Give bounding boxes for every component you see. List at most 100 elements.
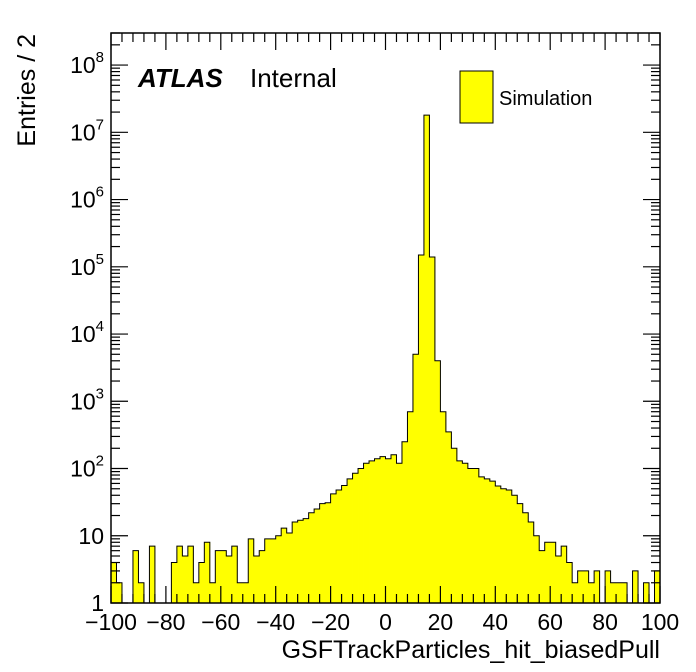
histogram-bin: [478, 476, 485, 603]
histogram-outline: [110, 114, 661, 604]
histogram-bin: [292, 522, 299, 603]
histogram-bin: [281, 528, 288, 603]
histogram-bin: [330, 493, 337, 603]
histogram-bin: [341, 485, 348, 603]
histogram-bin: [187, 546, 194, 603]
y-tick-label: 1: [91, 590, 104, 616]
histogram-bin: [116, 582, 123, 603]
histogram-bin: [632, 570, 639, 603]
histogram-bin: [473, 468, 480, 603]
histogram-bin: [176, 546, 183, 603]
y-tick-label: 106: [70, 184, 104, 213]
histogram-bin: [237, 582, 244, 603]
histogram-bin: [495, 485, 502, 603]
histogram-bin: [374, 458, 381, 603]
histogram-bin: [259, 550, 266, 603]
histogram-bin: [358, 468, 364, 603]
histogram-bin: [539, 550, 546, 603]
y-tick-label: 105: [70, 251, 104, 280]
histogram-bin: [572, 582, 579, 603]
histogram-bin: [418, 254, 425, 603]
histogram-bin: [500, 488, 507, 603]
histogram-bin: [654, 570, 661, 603]
histogram-bin: [303, 518, 310, 603]
histogram-bin: [132, 550, 139, 603]
histogram-bin: [456, 460, 463, 603]
histogram-bin: [506, 489, 513, 603]
legend-swatch: [459, 70, 494, 124]
histogram-bin: [544, 542, 551, 603]
histogram-bin: [533, 535, 540, 603]
histogram-bin: [369, 460, 375, 603]
x-tick-label: 40: [483, 609, 509, 635]
histogram-bin: [566, 562, 573, 603]
x-axis-title: GSFTrackParticles_hit_biasedPull: [282, 636, 660, 664]
x-tick-label: −60: [201, 609, 240, 635]
histogram-bin: [451, 448, 458, 603]
histogram-bin: [467, 468, 474, 603]
histogram-bin: [297, 520, 304, 603]
histogram-bin: [248, 538, 255, 603]
x-tick-label: 0: [379, 609, 392, 635]
histogram-bin: [407, 411, 414, 603]
histogram-bin: [308, 512, 315, 603]
histogram-bin: [434, 360, 441, 603]
histogram-bin: [577, 570, 584, 603]
histogram-bin: [193, 582, 200, 603]
x-tick-label: 60: [537, 609, 563, 635]
y-tick-label: 107: [70, 116, 104, 145]
x-tick-label: 80: [592, 609, 618, 635]
histogram-bin: [220, 550, 227, 603]
histogram-bin: [445, 431, 452, 603]
histogram-bin: [429, 256, 436, 603]
histogram-bin: [610, 582, 617, 603]
histogram-bin: [484, 478, 491, 603]
histogram-bin: [319, 503, 326, 603]
histogram-bin: [253, 556, 260, 603]
histogram-bin: [423, 115, 430, 604]
x-tick-label: −100: [85, 609, 137, 635]
histogram-bin: [149, 546, 156, 603]
histogram-bin: [594, 570, 601, 603]
axis-ticks: [110, 32, 661, 604]
atlas-internal-label: Internal: [250, 63, 337, 93]
histogram-bin: [550, 542, 557, 603]
x-tick-label: −40: [256, 609, 295, 635]
histogram-bin: [380, 456, 386, 603]
histogram-bin: [555, 556, 562, 603]
histogram-bin: [621, 582, 628, 603]
y-tick-labels: 1 10 102 103 104 105 106 107 108: [70, 49, 104, 616]
histogram-bin: [270, 538, 277, 603]
histogram-bin: [396, 463, 403, 603]
x-tick-label: 100: [641, 609, 679, 635]
histogram-bin: [215, 550, 222, 603]
histogram-bin: [511, 495, 518, 603]
histogram-bin: [204, 542, 211, 603]
x-tick-label: −20: [311, 609, 350, 635]
histogram-bin: [462, 463, 469, 603]
histogram-bin: [401, 441, 408, 603]
histogram-bin: [588, 582, 595, 603]
histogram-bin: [231, 546, 238, 603]
histogram-bin: [605, 570, 611, 603]
x-tick-label: 20: [428, 609, 454, 635]
histogram-bin: [198, 562, 205, 603]
y-axis-title: Entries / 2: [13, 34, 41, 147]
histogram-bin: [347, 478, 353, 603]
histogram-bin: [336, 489, 342, 603]
y-tick-label: 102: [70, 453, 104, 482]
histogram-bin: [314, 509, 321, 603]
y-tick-label: 108: [70, 49, 104, 78]
legend-label: Simulation: [499, 88, 592, 110]
legend: Simulation: [459, 70, 592, 124]
histogram-bin: [561, 546, 568, 603]
histogram-bin: [352, 473, 359, 603]
y-tick-label: 103: [70, 385, 104, 414]
histogram-bin: [286, 532, 293, 603]
x-tick-labels: −100 −80 −60 −40 −20 0 20 40 60 80 100: [85, 609, 679, 635]
histogram-bin: [489, 481, 496, 603]
histogram-bin: [242, 582, 249, 603]
histogram-bin: [182, 556, 189, 603]
atlas-label: ATLAS: [137, 63, 223, 93]
